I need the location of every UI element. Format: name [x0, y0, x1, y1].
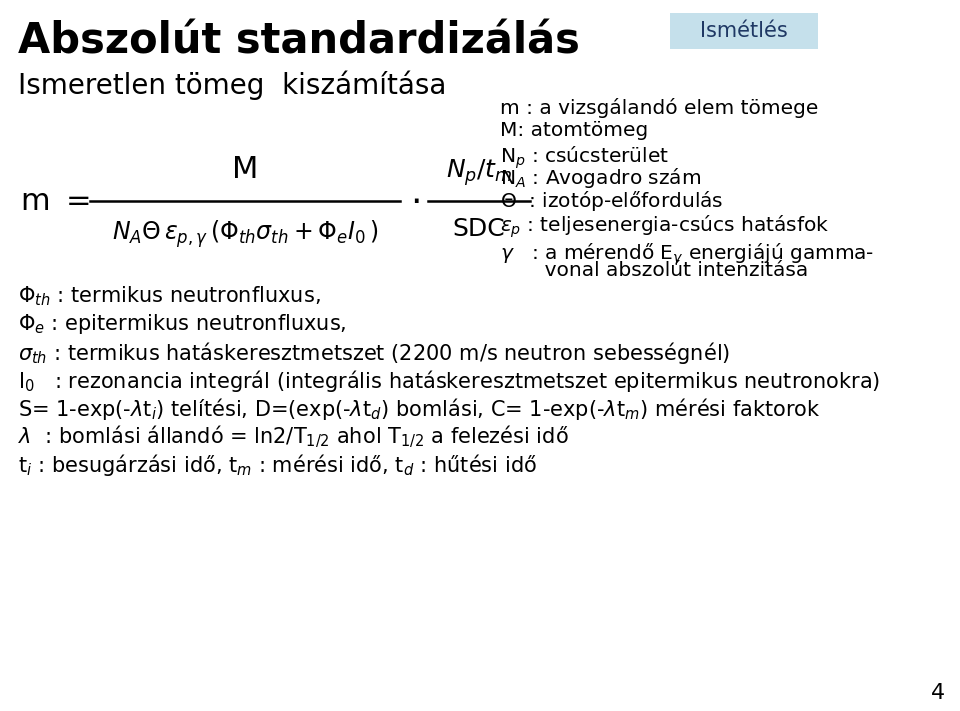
- Text: m : a vizsgálandó elem tömege: m : a vizsgálandó elem tömege: [500, 98, 818, 118]
- Text: Ismeretlen tömeg  kiszámítása: Ismeretlen tömeg kiszámítása: [18, 71, 446, 100]
- Text: $\gamma$   : a mérendő E$_\gamma$ energiájú gamma-: $\gamma$ : a mérendő E$_\gamma$ energiáj…: [500, 241, 875, 267]
- Text: S= 1-exp(-$\lambda$t$_i$) telítési, D=(exp(-$\lambda$t$_d$) bomlási, C= 1-exp(-$: S= 1-exp(-$\lambda$t$_i$) telítési, D=(e…: [18, 396, 821, 422]
- Text: I$_0$   : rezonancia integrál (integrális hatáskeresztmetszet epitermikus neutro: I$_0$ : rezonancia integrál (integrális …: [18, 368, 880, 394]
- Text: $N_p/t_m$: $N_p/t_m$: [445, 158, 513, 188]
- Text: Ismétlés: Ismétlés: [700, 21, 788, 41]
- Text: $\Phi_e$ : epitermikus neutronfluxus,: $\Phi_e$ : epitermikus neutronfluxus,: [18, 312, 347, 336]
- Text: m $=$: m $=$: [20, 186, 89, 215]
- Text: 4: 4: [931, 683, 945, 703]
- Text: $\lambda$  : bomlási állandó = ln2/T$_{1/2}$ ahol T$_{1/2}$ a felezési idő: $\lambda$ : bomlási állandó = ln2/T$_{1/…: [18, 424, 568, 450]
- Text: N$_p$ : csúcsterület: N$_p$ : csúcsterület: [500, 144, 669, 171]
- Text: $\cdot$: $\cdot$: [410, 184, 420, 218]
- Text: M: M: [231, 154, 258, 183]
- Text: Abszolút standardizálás: Abszolút standardizálás: [18, 21, 580, 63]
- Text: $N_A\Theta\,\varepsilon_{p,\gamma}\,(\Phi_{th}\sigma_{th} + \Phi_e I_0\,)$: $N_A\Theta\,\varepsilon_{p,\gamma}\,(\Ph…: [111, 218, 378, 250]
- Text: vonal abszolút intenzitása: vonal abszolút intenzitása: [500, 261, 808, 280]
- Text: $\sigma_{th}$ : termikus hatáskeresztmetszet (2200 m/s neutron sebességnél): $\sigma_{th}$ : termikus hatáskeresztmet…: [18, 340, 731, 366]
- Text: $\Phi_{th}$ : termikus neutronfluxus,: $\Phi_{th}$ : termikus neutronfluxus,: [18, 284, 321, 308]
- Text: t$_i$ : besugárzási idő, t$_m$ : mérési idő, t$_d$ : hűtési idő: t$_i$ : besugárzási idő, t$_m$ : mérési …: [18, 452, 537, 478]
- Text: N$_A$ : Avogadro szám: N$_A$ : Avogadro szám: [500, 166, 701, 190]
- FancyBboxPatch shape: [670, 13, 818, 49]
- Text: SDC: SDC: [453, 217, 505, 241]
- Text: M: atomtömeg: M: atomtömeg: [500, 121, 648, 140]
- Text: $\varepsilon_p$ : teljesenergia-csúcs hatásfok: $\varepsilon_p$ : teljesenergia-csúcs ha…: [500, 214, 829, 240]
- Text: $\Theta$  : izotóp-előfordulás: $\Theta$ : izotóp-előfordulás: [500, 189, 724, 213]
